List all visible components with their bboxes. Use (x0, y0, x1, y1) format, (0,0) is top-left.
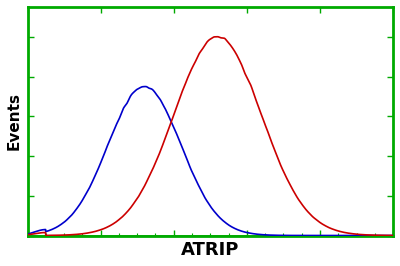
Y-axis label: Events: Events (7, 92, 22, 150)
X-axis label: ATRIP: ATRIP (181, 241, 240, 259)
